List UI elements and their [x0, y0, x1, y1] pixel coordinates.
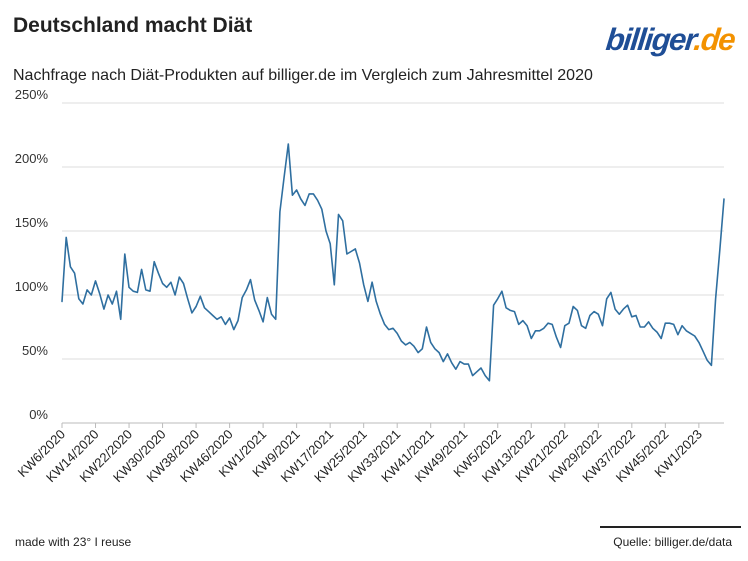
- credit-text: made with 23° I reuse: [15, 535, 132, 549]
- y-tick-label: 250%: [15, 87, 49, 102]
- y-tick-label: 200%: [15, 151, 49, 166]
- footer-divider: [600, 526, 741, 528]
- y-tick-label: 150%: [15, 215, 49, 230]
- source-text: Quelle: billiger.de/data: [613, 535, 732, 549]
- y-tick-label: 0%: [29, 407, 48, 422]
- chart-subtitle: Nachfrage nach Diät-Produkten auf billig…: [13, 67, 593, 84]
- series-line-nachfrage: [61, 143, 725, 382]
- y-tick-label: 100%: [15, 279, 49, 294]
- chart-title: Deutschland macht Diät: [13, 14, 253, 37]
- y-tick-label: 50%: [22, 343, 48, 358]
